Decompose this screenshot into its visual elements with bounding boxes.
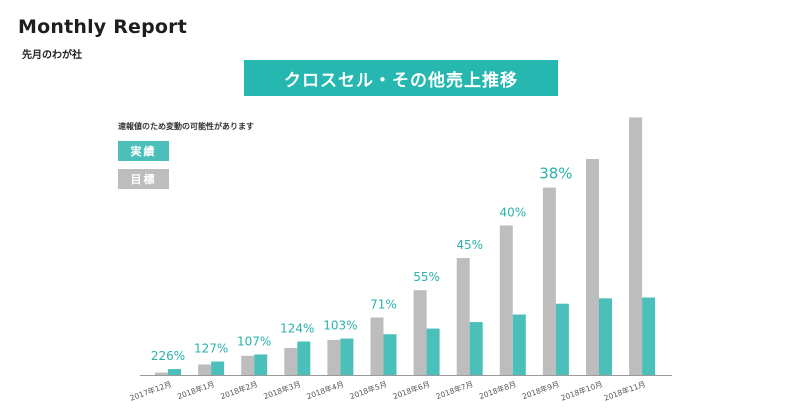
x-tick-label: 2018年9月 — [521, 378, 561, 401]
x-tick-label: 2018年3月 — [262, 378, 302, 401]
percent-label: 127% — [194, 342, 228, 356]
percent-label: 38% — [539, 165, 572, 183]
legend-target: 目標 — [118, 169, 169, 189]
target-bar — [284, 348, 298, 375]
report-title: Monthly Report — [18, 16, 188, 38]
report-subtitle: 先月のわが社 — [22, 50, 82, 61]
target-bar — [586, 159, 599, 375]
legend-actual: 実績 — [118, 141, 169, 161]
target-bar — [456, 258, 470, 375]
actual-bar — [297, 341, 311, 375]
percent-label: 45% — [456, 238, 483, 252]
percent-label: 107% — [237, 334, 271, 348]
target-bar — [499, 225, 513, 375]
target-bar — [241, 355, 255, 375]
actual-bar — [340, 338, 354, 375]
chart-title: クロスセル・その他売上推移 — [244, 60, 558, 96]
actual-bar — [426, 328, 440, 375]
target-bar — [155, 372, 168, 375]
x-tick-label: 2018年6月 — [391, 378, 431, 401]
actual-bar — [254, 354, 268, 375]
actual-bar — [469, 322, 483, 375]
bars-layer — [155, 117, 656, 376]
actual-bar — [599, 298, 612, 375]
x-tick-label: 2017年12月 — [128, 378, 172, 402]
x-tick-label: 2018年8月 — [478, 378, 518, 401]
actual-bar — [642, 297, 656, 375]
target-bar — [370, 317, 384, 375]
x-tick-label: 2018年4月 — [305, 378, 345, 401]
percent-label: 55% — [413, 270, 440, 284]
target-bar — [198, 364, 212, 375]
percent-label: 40% — [499, 205, 526, 219]
x-tick-label: 2018年5月 — [348, 378, 388, 401]
x-tick-label: 2018年10月 — [559, 378, 603, 402]
target-bar — [327, 339, 341, 375]
actual-bar — [555, 303, 569, 375]
x-tick-label: 2018年2月 — [219, 378, 259, 401]
actual-bar — [168, 369, 181, 375]
percent-label: 124% — [280, 322, 314, 336]
target-bar — [629, 117, 643, 376]
percent-label: 226% — [151, 349, 185, 363]
percent-label: 71% — [370, 297, 397, 311]
percent-label: 103% — [323, 319, 357, 333]
target-bar — [413, 290, 427, 375]
chart-note: 速報値のため変動の可能性があります — [118, 122, 254, 131]
x-tick-label: 2018年7月 — [434, 378, 474, 401]
actual-bar — [512, 314, 526, 375]
x-tick-label: 2018年1月 — [176, 378, 216, 401]
x-tick-label: 2018年11月 — [602, 378, 646, 402]
target-bar — [542, 187, 556, 375]
actual-bar — [383, 334, 397, 375]
actual-bar — [211, 361, 225, 375]
